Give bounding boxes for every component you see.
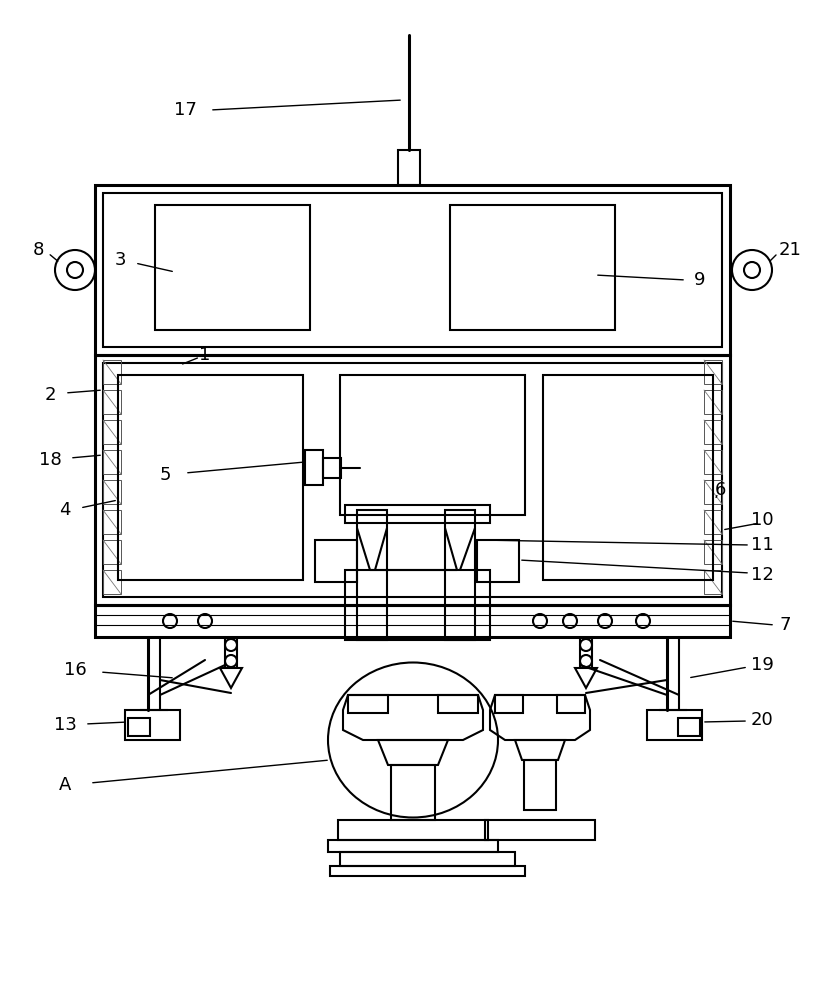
Bar [704, 480, 722, 504]
Text: 2: 2 [45, 386, 55, 404]
Text: 18: 18 [39, 451, 61, 469]
Bar [103, 540, 121, 564]
Bar [704, 360, 722, 384]
Bar [357, 510, 387, 640]
Bar [103, 510, 121, 534]
Bar [704, 510, 722, 534]
Bar [557, 695, 585, 713]
Text: A: A [59, 776, 71, 794]
Bar [103, 480, 121, 504]
Text: 16: 16 [64, 661, 86, 679]
Bar [340, 852, 515, 866]
Bar [345, 505, 490, 523]
Bar [477, 540, 519, 582]
Text: 7: 7 [779, 616, 791, 634]
Bar [155, 205, 310, 330]
Bar [398, 150, 420, 185]
Text: 21: 21 [778, 241, 801, 259]
Bar [103, 193, 722, 347]
Text: 19: 19 [751, 656, 773, 674]
Bar [450, 205, 615, 330]
Bar [118, 375, 303, 580]
Text: 11: 11 [751, 536, 773, 554]
Bar [704, 450, 722, 474]
Bar [524, 760, 556, 810]
Bar [704, 420, 722, 444]
Text: 13: 13 [54, 716, 76, 734]
Bar [345, 570, 490, 640]
Text: 17: 17 [174, 101, 197, 119]
Bar [340, 375, 525, 515]
Bar [323, 458, 341, 478]
Text: 10: 10 [751, 511, 773, 529]
Text: 9: 9 [694, 271, 705, 289]
Text: 4: 4 [60, 501, 71, 519]
Bar [445, 510, 475, 640]
Bar [485, 820, 595, 840]
Bar [348, 695, 388, 713]
Text: 6: 6 [715, 481, 725, 499]
Bar [328, 840, 498, 852]
Bar [678, 718, 700, 736]
Bar [95, 185, 730, 355]
Text: 12: 12 [751, 566, 773, 584]
Text: 1: 1 [199, 346, 211, 364]
Bar [704, 540, 722, 564]
Bar [125, 710, 180, 740]
Bar [305, 450, 323, 485]
Bar [103, 390, 121, 414]
Bar [103, 420, 121, 444]
Bar [95, 355, 730, 605]
Bar [704, 390, 722, 414]
Text: 3: 3 [114, 251, 126, 269]
Bar [438, 695, 478, 713]
Bar [391, 765, 435, 820]
Bar [103, 570, 121, 594]
Text: 8: 8 [32, 241, 44, 259]
Bar [704, 570, 722, 594]
Text: 5: 5 [160, 466, 170, 484]
Bar [103, 450, 121, 474]
Bar [315, 540, 357, 582]
Bar [543, 375, 713, 580]
Bar [330, 866, 525, 876]
Bar [338, 820, 488, 840]
Bar [103, 363, 722, 597]
Bar [103, 360, 121, 384]
Bar [95, 605, 730, 637]
Bar [495, 695, 523, 713]
Bar [647, 710, 702, 740]
Text: 20: 20 [751, 711, 773, 729]
Bar [128, 718, 150, 736]
